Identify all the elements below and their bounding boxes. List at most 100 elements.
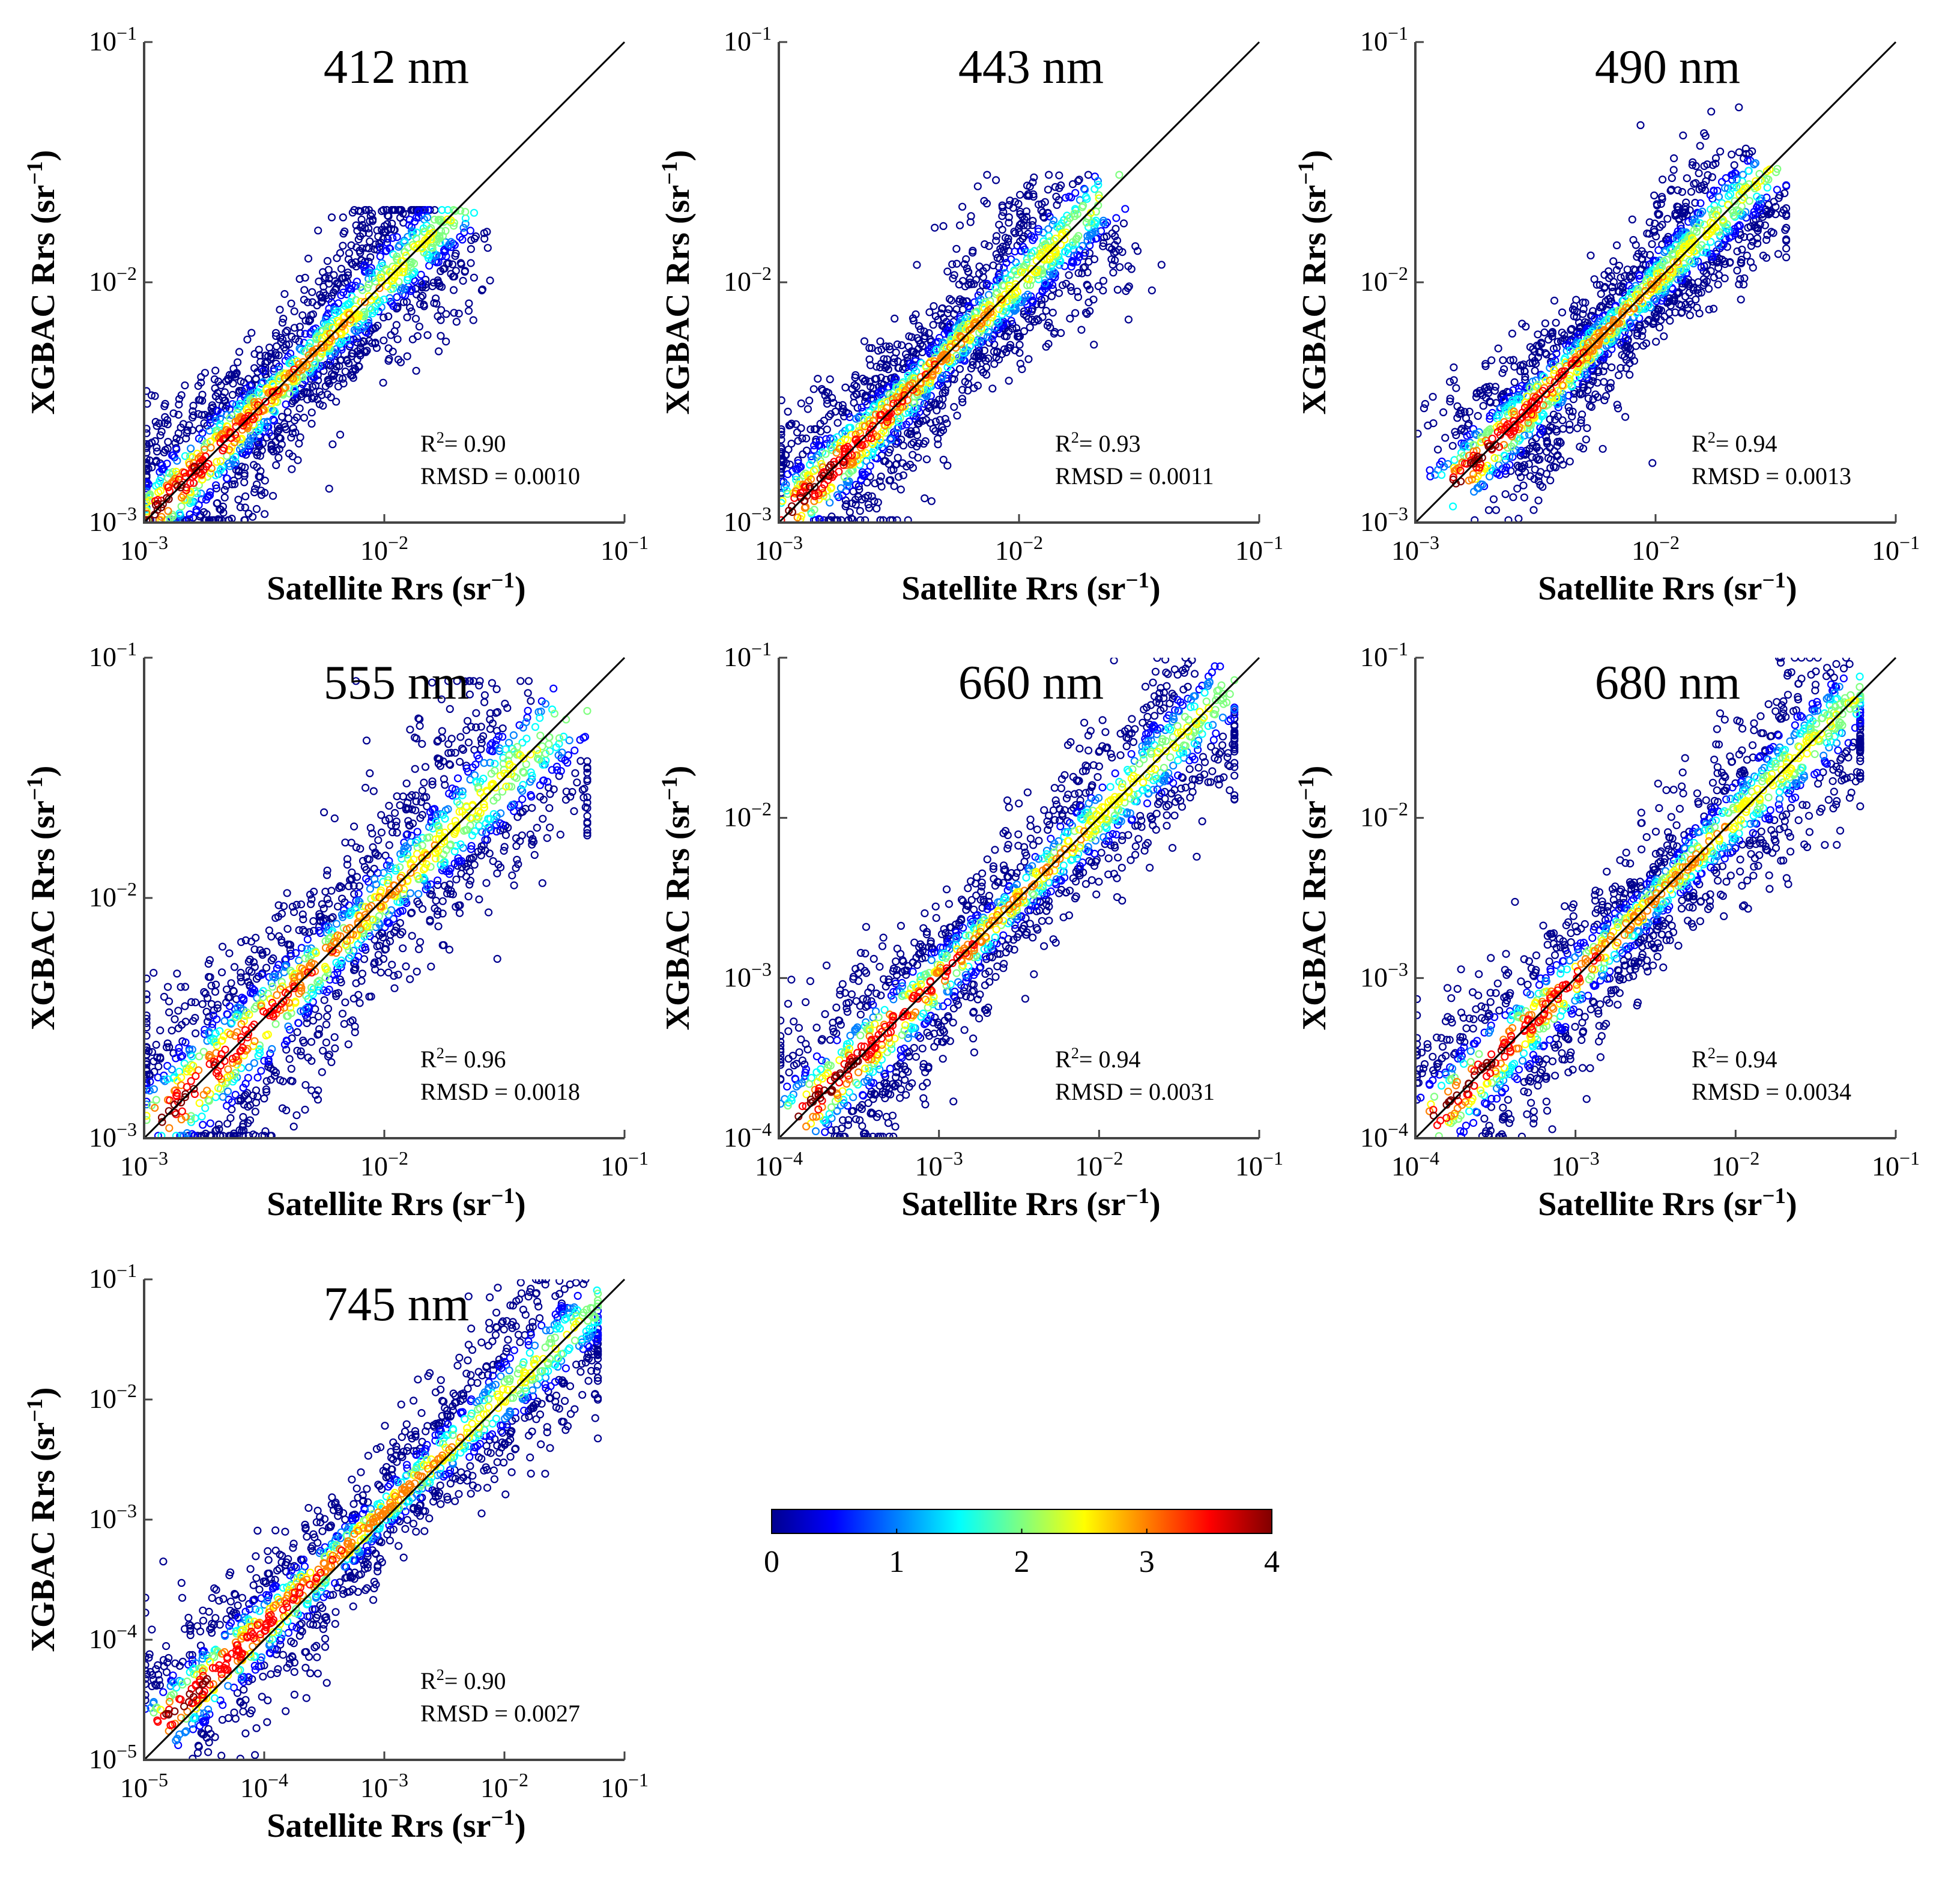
scatter-point: [470, 208, 479, 217]
scatter-point: [211, 366, 220, 375]
scatter-point: [1711, 159, 1720, 168]
scatter-point: [447, 270, 455, 278]
scatter-point: [1148, 286, 1156, 295]
scatter-point: [964, 373, 973, 382]
scatter-point: [471, 723, 480, 732]
scatter-point: [1638, 247, 1646, 255]
scatter-point: [866, 383, 875, 391]
scatter-point: [217, 968, 226, 977]
scatter-point: [948, 375, 957, 383]
scatter-point: [1759, 251, 1767, 260]
scatter-point: [583, 831, 591, 840]
scatter-point: [866, 361, 875, 369]
scatter-point: [1500, 440, 1508, 449]
scatter-point: [876, 516, 885, 523]
scatter-point: [1009, 204, 1017, 212]
scatter-point: [249, 958, 258, 966]
scatter-point: [480, 234, 489, 243]
scatter-point: [1740, 154, 1748, 163]
scatter-point: [1710, 187, 1718, 195]
scatter-point: [1578, 410, 1586, 419]
scatter-point: [1618, 284, 1627, 292]
scatter-point: [272, 332, 280, 341]
scatter-point: [144, 425, 151, 433]
x-tick-label: 10−3: [1391, 532, 1439, 566]
scatter-point: [890, 482, 898, 490]
scatter-point: [235, 348, 244, 356]
scatter-point: [1607, 297, 1615, 306]
scatter-point: [266, 355, 275, 363]
scatter-point: [1022, 207, 1031, 216]
scatter-point: [368, 305, 376, 314]
scatter-point: [408, 258, 416, 266]
x-tick-base: 10: [1632, 535, 1659, 566]
scatter-point: [1109, 268, 1118, 277]
scatter-point: [1099, 216, 1108, 225]
scatter-point: [1526, 403, 1535, 411]
scatter-point: [201, 989, 210, 998]
scatter-point: [857, 475, 865, 484]
scatter-point: [987, 308, 995, 317]
scatter-point: [343, 271, 352, 279]
scatter-point: [434, 922, 443, 930]
scatter-point: [1452, 384, 1460, 392]
scatter-point: [1752, 177, 1760, 186]
scatter-point: [320, 274, 329, 283]
scatter-point: [1465, 476, 1473, 485]
scatter-point: [1469, 447, 1478, 456]
scatter-point: [237, 938, 246, 947]
scatter-point: [493, 954, 501, 963]
scatter-point: [958, 398, 967, 407]
scatter-point: [1716, 147, 1725, 156]
scatter-point: [333, 279, 341, 288]
scatter-point: [992, 237, 1000, 245]
scatter-point: [833, 491, 842, 500]
scatter-point: [920, 399, 928, 408]
scatter-point: [1574, 363, 1583, 371]
scatter-point: [196, 468, 205, 476]
scatter-point: [393, 265, 402, 273]
scatter-point: [806, 475, 815, 484]
scatter-point: [937, 357, 946, 366]
scatter-point: [1006, 196, 1014, 205]
scatter-point: [1541, 319, 1549, 327]
scatter-point: [328, 440, 337, 449]
scatter-point: [1724, 201, 1732, 209]
scatter-point: [282, 340, 291, 349]
scatter-point: [1039, 208, 1047, 217]
scatter-point: [352, 677, 360, 685]
x-tick-base: 10: [360, 535, 388, 566]
y-tick-exp: −2: [116, 262, 137, 284]
scatter-point: [429, 247, 437, 256]
scatter-point: [1546, 423, 1555, 431]
scatter-point: [1099, 287, 1107, 295]
scatter-point: [1704, 226, 1712, 234]
scatter-point: [274, 351, 283, 360]
scatter-point: [247, 329, 256, 337]
scatter-point: [230, 963, 239, 971]
y-tick-base: 10: [89, 506, 116, 537]
scatter-point: [836, 484, 845, 493]
scatter-point: [1763, 231, 1771, 239]
scatter-point: [925, 404, 933, 413]
scatter-point: [1445, 378, 1454, 386]
scatter-point: [388, 206, 396, 214]
scatter-point: [845, 508, 854, 517]
y-tick-exp: −3: [1388, 503, 1408, 524]
scatter-point: [307, 408, 316, 417]
scatter-point: [1004, 237, 1012, 246]
scatter-point: [1535, 396, 1543, 404]
scatter-point: [434, 736, 443, 745]
scatter-point: [1086, 307, 1094, 315]
scatter-point: [787, 419, 796, 428]
scatter-point: [1020, 307, 1029, 315]
scatter-point: [282, 1106, 291, 1115]
scatter-point: [802, 446, 811, 455]
scatter-point: [299, 915, 307, 924]
scatter-point: [1573, 313, 1581, 321]
scatter-point: [779, 425, 785, 434]
scatter-point: [1709, 258, 1717, 266]
scatter-point: [144, 484, 151, 493]
scatter-point: [1538, 409, 1546, 417]
scatter-point: [475, 681, 483, 690]
